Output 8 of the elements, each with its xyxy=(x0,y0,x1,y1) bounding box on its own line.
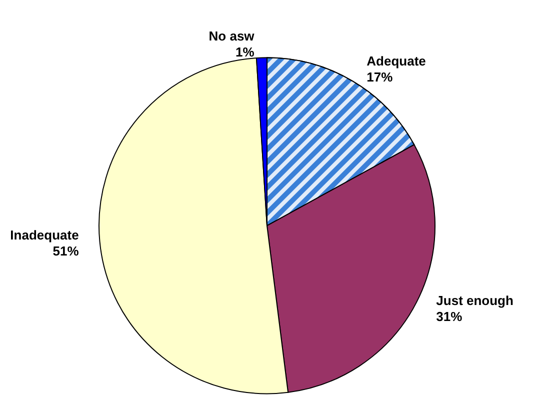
slice-label: Adequate xyxy=(366,54,426,69)
slice-label: No asw xyxy=(208,28,256,44)
data-label: 51% xyxy=(52,243,80,258)
data-label: 17% xyxy=(366,70,394,85)
data-label: 31% xyxy=(436,308,463,324)
slice-label: Inadequate xyxy=(10,227,79,242)
data-label: 1% xyxy=(235,44,255,60)
slice-label: Just enough xyxy=(436,292,514,308)
